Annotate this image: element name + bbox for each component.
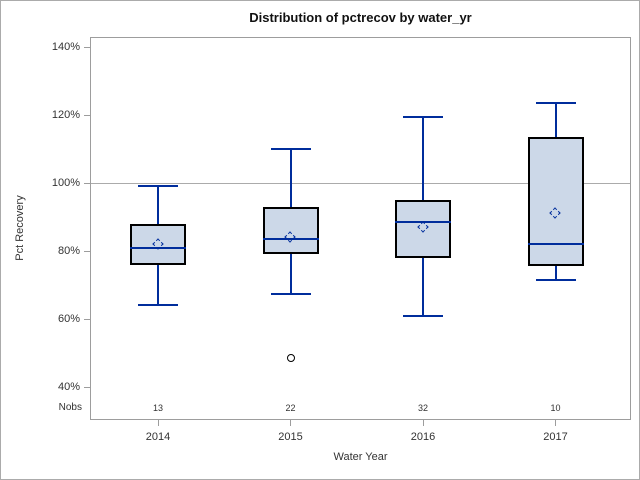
lower-whisker-line: [554, 266, 557, 280]
nobs-value: 13: [152, 403, 163, 413]
lower-whisker-cap: [535, 278, 576, 281]
upper-whisker-line: [554, 103, 557, 138]
lower-whisker-line: [157, 264, 159, 306]
iqr-box: [262, 206, 319, 255]
y-tick-mark: [84, 386, 90, 388]
nobs-value: 32: [417, 403, 428, 413]
x-tick-label: 2015: [278, 431, 303, 443]
x-tick-mark: [422, 420, 424, 426]
median-line: [395, 221, 451, 224]
median-line: [527, 243, 584, 246]
chart-title: Distribution of pctrecov by water_yr: [249, 10, 472, 25]
nobs-value: 22: [285, 403, 296, 413]
x-tick-label: 2014: [145, 431, 171, 443]
iqr-box: [395, 200, 451, 258]
x-tick-mark: [555, 420, 556, 426]
upper-whisker-cap: [535, 102, 576, 105]
lower-whisker-line: [422, 257, 424, 316]
upper-whisker-line: [157, 186, 159, 224]
median-line: [262, 238, 319, 241]
lower-whisker-line: [289, 254, 292, 294]
y-tick-label: 60%: [57, 313, 80, 325]
y-tick-mark: [84, 318, 90, 320]
y-axis-title: Pct Recovery: [14, 195, 26, 261]
y-tick-mark: [84, 46, 90, 48]
x-tick-label: 2016: [410, 431, 436, 443]
x-axis-title: Water Year: [333, 451, 388, 463]
iqr-box: [527, 137, 584, 267]
lower-whisker-cap: [138, 304, 178, 307]
x-tick-mark: [157, 420, 159, 426]
y-tick-label: 80%: [57, 245, 80, 257]
y-tick-label: 140%: [51, 41, 80, 53]
y-tick-mark: [84, 114, 90, 116]
x-tick-mark: [290, 420, 291, 426]
nobs-row-label: Nobs: [58, 402, 82, 413]
median-line: [130, 246, 186, 249]
nobs-value: 10: [550, 403, 561, 413]
upper-whisker-cap: [138, 185, 178, 188]
upper-whisker-cap: [403, 115, 443, 118]
y-tick-label: 100%: [51, 177, 80, 189]
y-tick-mark: [84, 182, 90, 184]
lower-whisker-cap: [403, 314, 443, 317]
upper-whisker-line: [422, 116, 424, 200]
y-tick-mark: [84, 250, 90, 252]
upper-whisker-cap: [270, 148, 311, 150]
iqr-box: [130, 223, 186, 265]
reference-line-100pct: [91, 183, 630, 184]
y-tick-label: 40%: [57, 381, 80, 393]
y-tick-label: 120%: [51, 109, 80, 121]
x-tick-label: 2017: [543, 431, 568, 443]
upper-whisker-line: [289, 149, 292, 207]
outlier-marker: [286, 354, 295, 363]
lower-whisker-cap: [270, 292, 311, 295]
